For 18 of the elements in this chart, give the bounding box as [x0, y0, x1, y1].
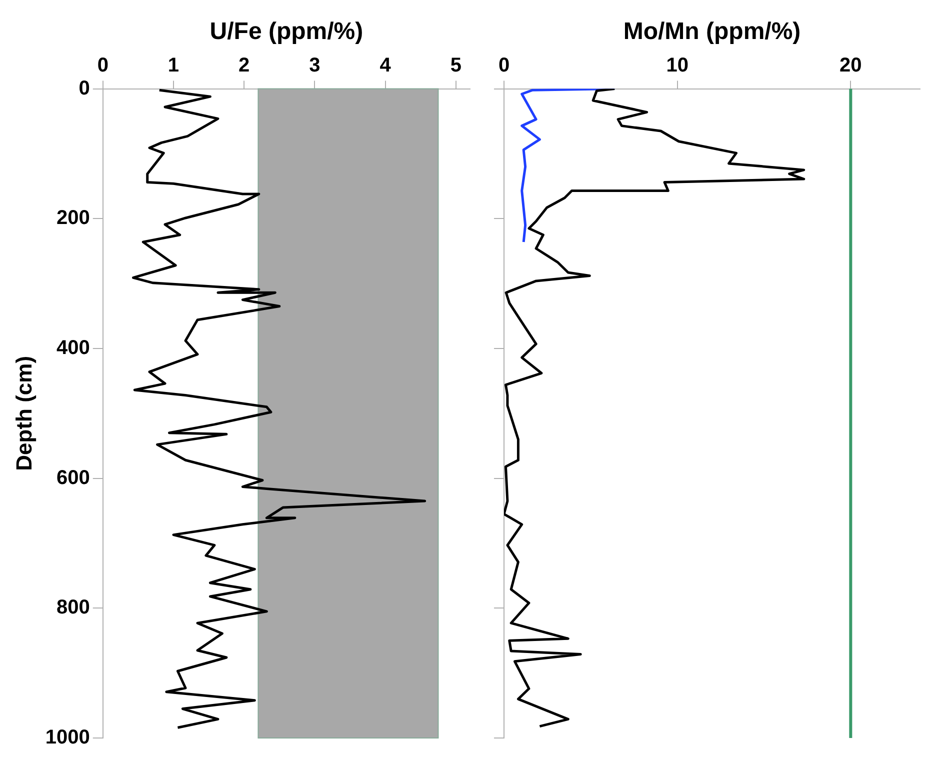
x-tick-label: 2	[238, 54, 250, 76]
x-tick-label: 1	[168, 54, 180, 76]
x-tick-label: 0	[97, 54, 108, 76]
x-tick-label: 0	[498, 54, 510, 76]
x-axis-title: U/Fe (ppm/%)	[210, 18, 364, 46]
y-tick-label: 800	[56, 596, 90, 619]
y-tick-label: 600	[56, 466, 90, 489]
y-axis-title: Depth (cm)	[11, 356, 36, 471]
x-tick-label: 10	[666, 54, 688, 76]
y-tick-label: 0	[78, 77, 90, 100]
x-tick-label: 5	[450, 54, 462, 76]
y-tick-label: 400	[56, 336, 90, 359]
x-tick-label: 3	[309, 54, 320, 76]
y-tick-label: 200	[56, 207, 90, 230]
x-axis-title: Mo/Mn (ppm/%)	[623, 18, 801, 46]
x-tick-label: 4	[380, 54, 392, 76]
y-tick-label: 1000	[45, 726, 90, 749]
x-tick-label: 20	[840, 54, 862, 76]
